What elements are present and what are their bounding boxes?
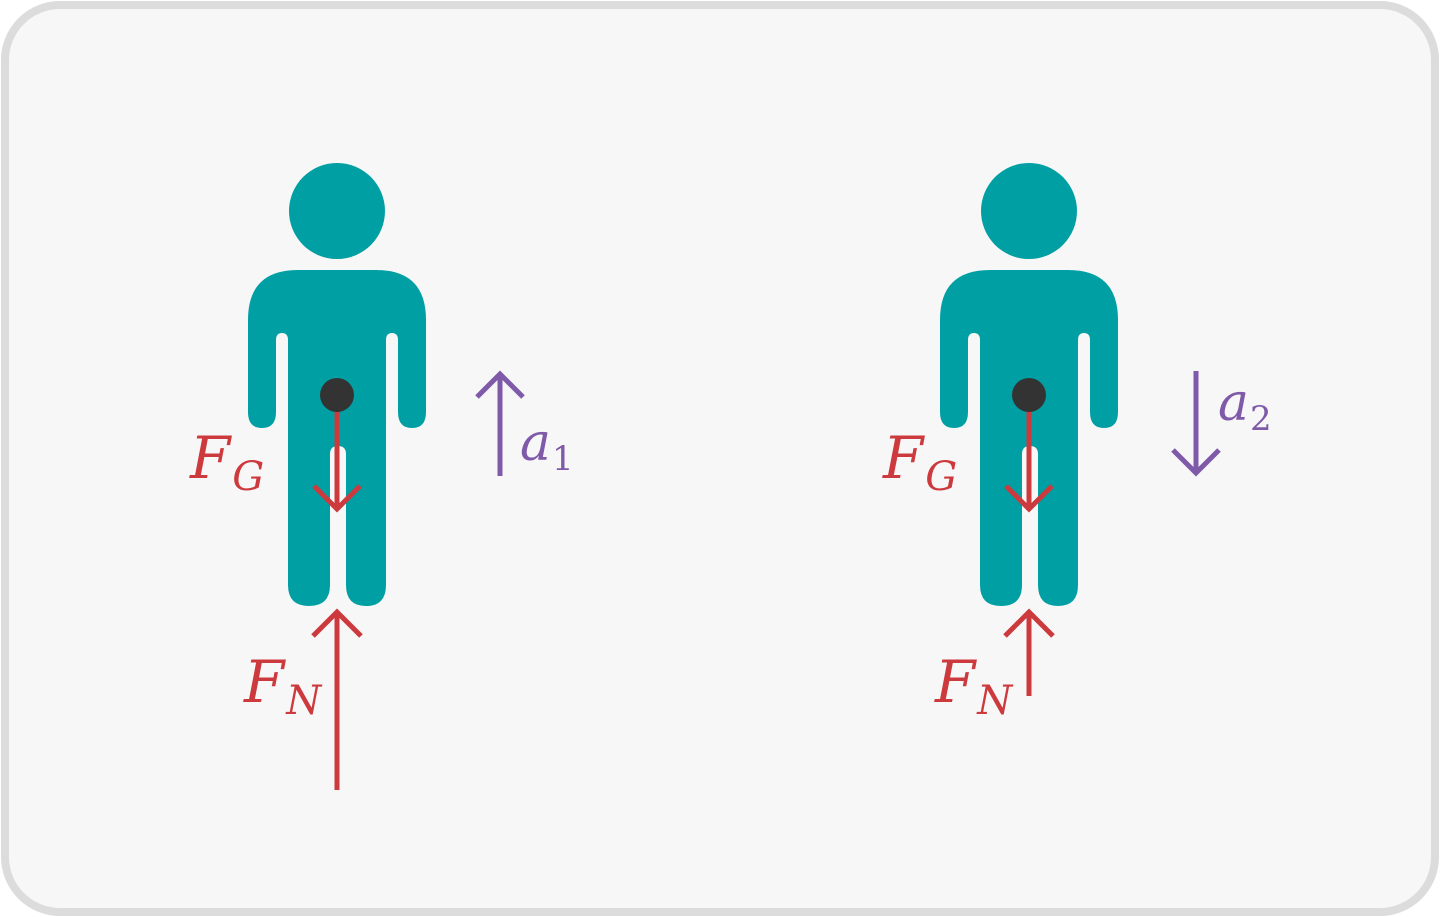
acceleration-label: a1 (520, 413, 574, 479)
acceleration-label: a2 (1218, 373, 1272, 439)
normal-force-label: FN (243, 648, 323, 724)
gravity-arrow (1004, 395, 1054, 513)
gravity-label: FG (882, 424, 957, 500)
gravity-arrow (312, 395, 362, 513)
left-scenario: FG FN a1 (189, 163, 574, 790)
acceleration-arrow (1171, 371, 1221, 477)
normal-force-arrow (311, 608, 363, 790)
normal-force-label: FN (934, 648, 1014, 724)
gravity-label: FG (189, 424, 264, 500)
center-of-mass-dot (1012, 378, 1046, 412)
acceleration-arrow (475, 370, 525, 476)
right-scenario: FG FN a2 (882, 163, 1272, 724)
normal-force-arrow (1003, 608, 1055, 696)
center-of-mass-dot (320, 378, 354, 412)
